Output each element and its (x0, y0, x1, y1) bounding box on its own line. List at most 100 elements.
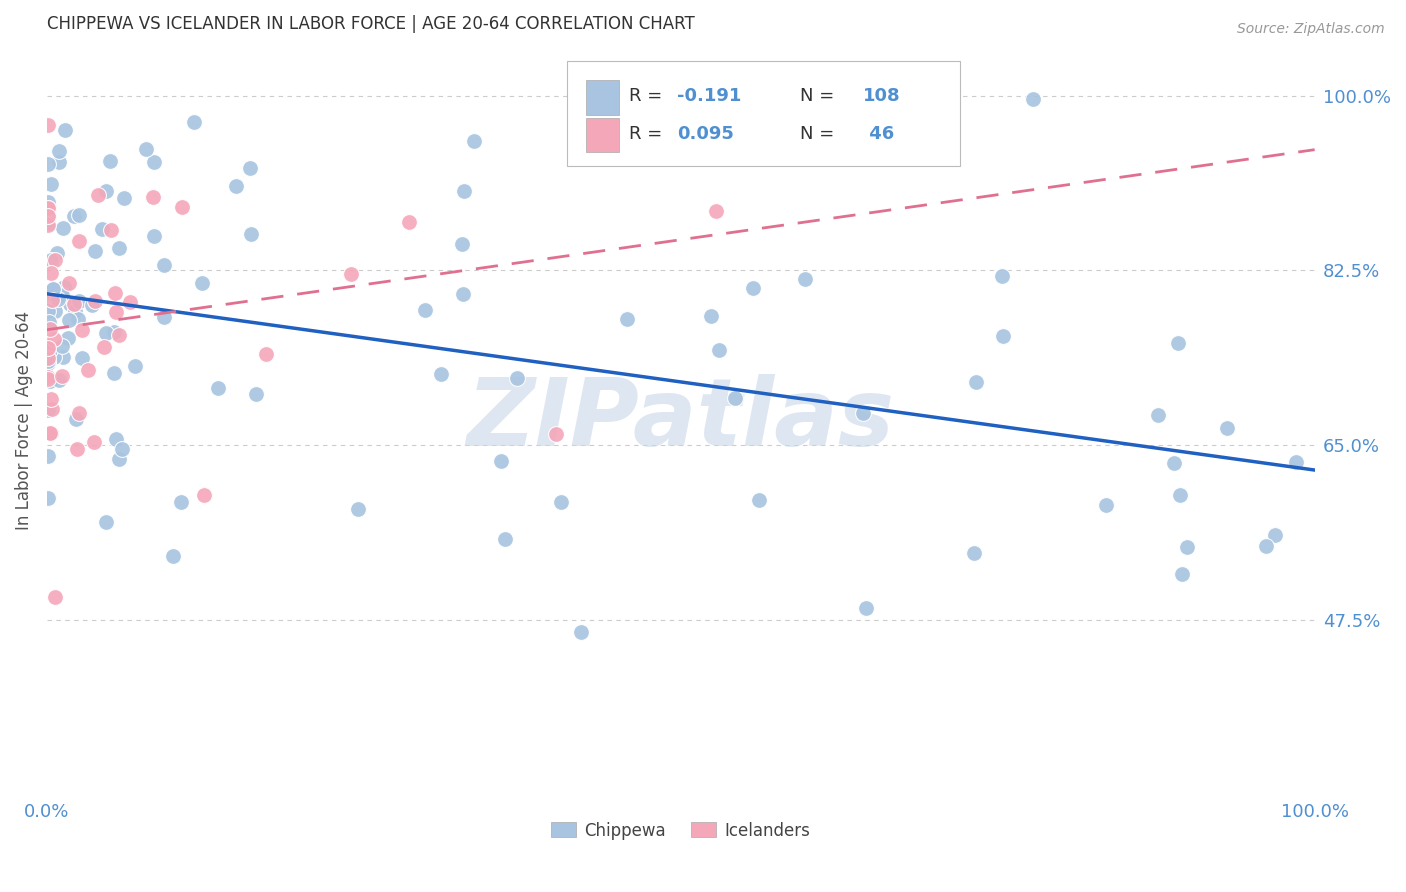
Point (39, 322, 62, 336)
Point (67, 294, 90, 309)
Text: CHIPPEWA VS ICELANDER IN LABOR FORCE | AGE 20-64 CORRELATION CHART: CHIPPEWA VS ICELANDER IN LABOR FORCE | A… (46, 15, 695, 33)
Text: Source: ZipAtlas.com: Source: ZipAtlas.com (1237, 22, 1385, 37)
Point (39, 392, 62, 406)
Point (991, 329, 1014, 343)
Point (70, 351, 93, 365)
Point (48, 373, 70, 387)
Point (172, 200, 194, 214)
Point (37, 209, 59, 223)
Point (63, 304, 86, 318)
Point (254, 347, 277, 361)
Point (225, 179, 247, 194)
Point (37, 201, 59, 215)
Point (67, 406, 90, 420)
Point (41, 253, 63, 268)
Point (489, 453, 512, 467)
Point (52, 221, 75, 235)
Point (37, 201, 59, 215)
Point (37, 339, 59, 353)
Point (83, 434, 105, 449)
Point (37, 351, 59, 366)
Point (63, 297, 86, 311)
Text: ZIPatlas: ZIPatlas (467, 374, 894, 467)
Point (37, 491, 59, 506)
Point (37, 210, 59, 224)
Point (37, 356, 59, 370)
Point (96, 515, 118, 529)
Point (991, 268, 1014, 283)
Point (207, 381, 229, 395)
Text: N =: N = (800, 125, 834, 143)
Point (245, 387, 267, 401)
Point (550, 494, 572, 508)
Point (240, 227, 263, 241)
Point (52, 350, 75, 364)
Point (96, 326, 118, 341)
Point (44, 332, 66, 346)
Point (707, 343, 730, 358)
Point (742, 281, 765, 295)
Point (453, 184, 475, 198)
Point (67, 235, 90, 249)
Point (93, 340, 115, 354)
Point (142, 189, 165, 203)
Point (1171, 566, 1194, 581)
Point (704, 204, 727, 219)
Point (153, 310, 176, 325)
Point (963, 546, 986, 560)
Point (398, 215, 420, 229)
FancyBboxPatch shape (567, 61, 960, 166)
Point (104, 286, 127, 301)
Point (41, 293, 63, 307)
Point (38, 315, 60, 329)
Point (77, 363, 100, 377)
Point (37, 218, 59, 232)
Point (1163, 456, 1185, 470)
Point (48, 144, 70, 158)
Point (37, 216, 59, 230)
Point (65, 411, 87, 425)
Point (37, 303, 59, 318)
Text: N =: N = (800, 87, 834, 105)
Point (37, 194, 59, 209)
Point (51, 339, 73, 353)
Point (100, 223, 122, 237)
Point (162, 549, 184, 563)
Point (94, 184, 117, 198)
Point (62, 210, 84, 224)
Point (56, 331, 79, 345)
Point (413, 303, 436, 318)
Point (48, 292, 70, 306)
Point (118, 294, 141, 309)
Point (170, 495, 193, 509)
Legend: Chippewa, Icelanders: Chippewa, Icelanders (544, 815, 817, 847)
Point (544, 426, 567, 441)
Point (37, 341, 59, 355)
Point (1264, 528, 1286, 542)
Point (1167, 336, 1189, 351)
Point (451, 287, 474, 301)
FancyBboxPatch shape (586, 118, 619, 152)
Point (103, 325, 125, 339)
Point (42, 350, 65, 364)
Point (37, 370, 59, 384)
Point (37, 157, 59, 171)
Point (191, 277, 214, 291)
Point (37, 204, 59, 219)
Point (48, 155, 70, 169)
Point (87, 187, 110, 202)
Text: -0.191: -0.191 (676, 87, 741, 105)
Point (124, 359, 146, 374)
Point (37, 403, 59, 417)
Point (98, 153, 121, 168)
Point (39, 177, 62, 191)
Point (1175, 541, 1198, 555)
Point (66, 311, 89, 326)
Point (724, 391, 747, 405)
Point (58, 312, 80, 326)
Point (90, 222, 112, 236)
Point (42, 282, 65, 296)
Point (59, 297, 82, 311)
Point (69, 208, 91, 222)
Point (1254, 539, 1277, 553)
